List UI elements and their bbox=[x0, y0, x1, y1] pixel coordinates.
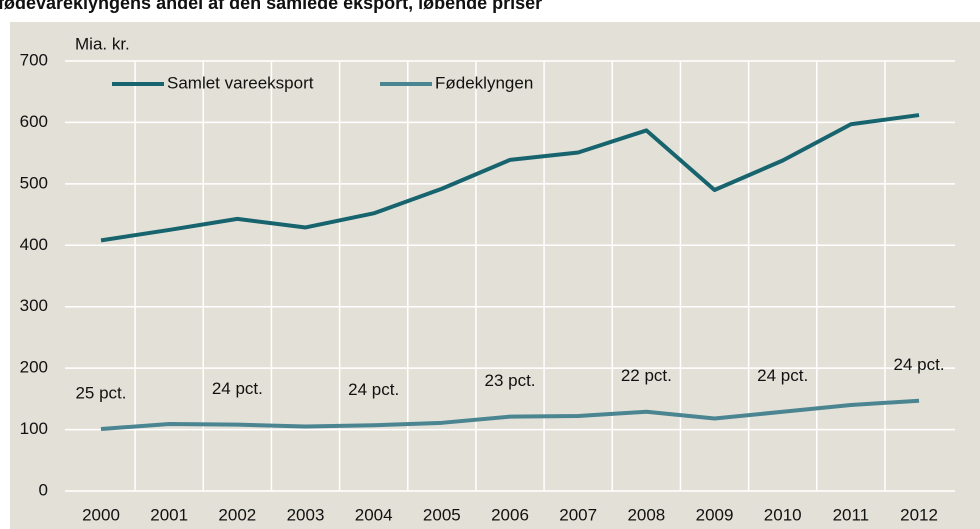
annotation: 24 pct. bbox=[757, 366, 808, 385]
y-tick-label: 300 bbox=[20, 296, 48, 315]
x-tick-label: 2007 bbox=[559, 505, 597, 524]
y-tick-label: 400 bbox=[20, 235, 48, 254]
y-tick-label: 700 bbox=[20, 50, 48, 69]
annotation: 24 pct. bbox=[348, 380, 399, 399]
annotation: 24 pct. bbox=[894, 355, 945, 374]
x-tick-label: 2009 bbox=[696, 505, 734, 524]
x-tick-label: 2012 bbox=[900, 505, 938, 524]
legend-label: Fødeklyngen bbox=[435, 73, 533, 92]
annotation: 23 pct. bbox=[484, 371, 535, 390]
y-tick-label: 0 bbox=[39, 480, 48, 499]
x-tick-label: 2000 bbox=[82, 505, 120, 524]
y-axis-label: Mia. kr. bbox=[75, 34, 130, 53]
chart-title: fødevareklyngens andel af den samlede ek… bbox=[0, 0, 542, 13]
x-tick-label: 2010 bbox=[764, 505, 802, 524]
x-tick-label: 2003 bbox=[287, 505, 325, 524]
y-tick-label: 100 bbox=[20, 419, 48, 438]
annotation: 24 pct. bbox=[212, 379, 263, 398]
x-tick-label: 2004 bbox=[355, 505, 393, 524]
annotation: 25 pct. bbox=[75, 383, 126, 402]
x-tick-label: 2002 bbox=[218, 505, 256, 524]
legend-label: Samlet vareeksport bbox=[167, 73, 314, 92]
series-line bbox=[100, 398, 920, 431]
y-tick-label: 500 bbox=[20, 173, 48, 192]
y-tick-label: 600 bbox=[20, 112, 48, 131]
x-tick-label: 2011 bbox=[833, 505, 870, 524]
x-tick-label: 2005 bbox=[423, 505, 461, 524]
series-line bbox=[100, 113, 920, 243]
annotation: 22 pct. bbox=[621, 366, 672, 385]
y-tick-label: 200 bbox=[20, 358, 48, 377]
x-tick-label: 2001 bbox=[150, 505, 188, 524]
x-tick-label: 2006 bbox=[491, 505, 529, 524]
plot-background bbox=[10, 22, 980, 529]
x-tick-label: 2008 bbox=[627, 505, 665, 524]
